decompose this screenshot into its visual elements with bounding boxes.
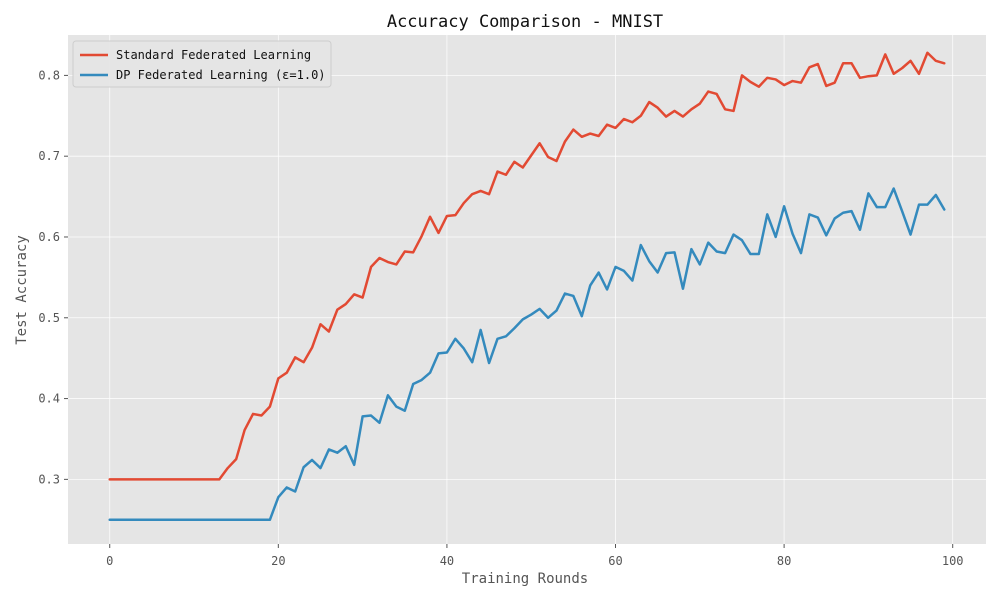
legend: Standard Federated Learning DP Federated… [72, 40, 332, 88]
x-axis-label: Training Rounds [462, 571, 588, 587]
legend-label-dp: DP Federated Learning (ε=1.0) [116, 68, 326, 82]
y-axis-ticks: 0.3 0.4 0.5 0.6 0.7 0.8 [38, 68, 68, 486]
x-tick-label: 60 [608, 554, 622, 568]
series-layer [108, 51, 946, 522]
x-tick-label: 0 [106, 554, 113, 568]
y-tick-label: 0.5 [38, 311, 60, 325]
series-line-standard [108, 51, 946, 481]
series-line-dp [108, 187, 946, 522]
y-tick-label: 0.3 [38, 472, 60, 486]
x-tick-label: 40 [440, 554, 454, 568]
legend-box [72, 40, 332, 88]
legend-label-standard: Standard Federated Learning [116, 48, 311, 62]
x-tick-label: 100 [942, 554, 964, 568]
chart-title: Accuracy Comparison - MNIST [387, 12, 663, 32]
y-tick-label: 0.8 [38, 68, 60, 82]
y-tick-label: 0.6 [38, 230, 60, 244]
y-axis-label: Test Accuracy [14, 235, 30, 345]
plot-background [68, 35, 986, 544]
y-tick-label: 0.7 [38, 149, 60, 163]
x-axis-ticks: 0 20 40 60 80 100 [106, 544, 964, 568]
x-tick-label: 80 [777, 554, 791, 568]
x-tick-label: 20 [271, 554, 285, 568]
y-tick-label: 0.4 [38, 392, 60, 406]
